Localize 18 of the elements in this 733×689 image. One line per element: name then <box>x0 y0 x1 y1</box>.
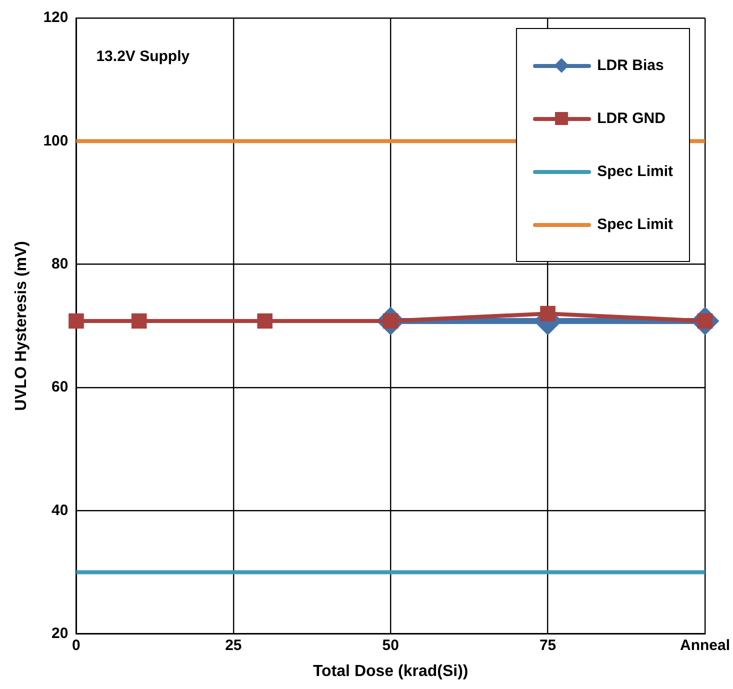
x-tick-label: 75 <box>539 636 556 654</box>
x-axis-title: Total Dose (krad(Si)) <box>312 662 468 680</box>
legend-label: Spec Limit <box>597 216 673 233</box>
y-tick-label: 100 <box>43 132 68 150</box>
y-axis-title: UVLO Hysteresis (mV) <box>13 240 30 411</box>
legend-label: LDR GND <box>597 110 666 127</box>
legend-label: LDR Bias <box>597 57 664 74</box>
x-tick-label: 50 <box>382 636 399 654</box>
y-tick-label: 80 <box>52 255 68 272</box>
annotation: 13.2V Supply <box>96 48 190 65</box>
y-tick-label: 40 <box>52 502 68 519</box>
legend-label: Spec Limit <box>597 163 673 180</box>
x-tick-label: 0 <box>72 636 80 654</box>
x-tick-label: 25 <box>225 636 242 654</box>
y-tick-label: 120 <box>43 9 68 26</box>
y-tick-label: 20 <box>52 624 68 642</box>
y-tick-label: 60 <box>52 378 68 396</box>
x-tick-label: Anneal <box>680 636 730 654</box>
